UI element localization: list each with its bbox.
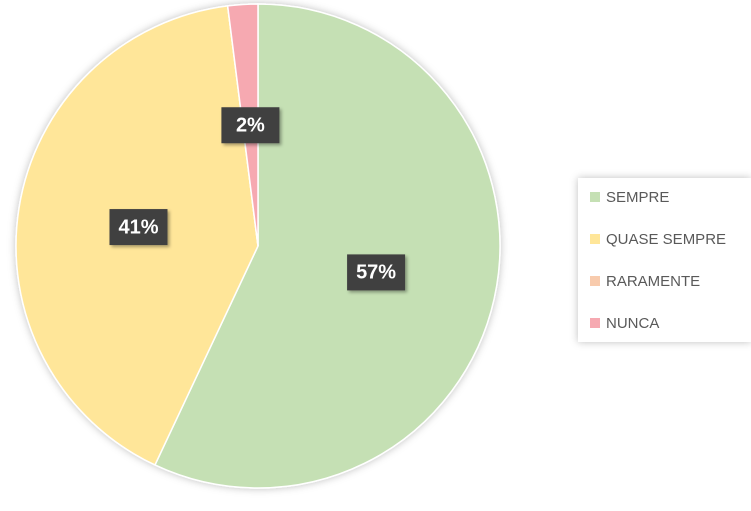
pie <box>15 3 501 489</box>
legend-swatch <box>590 276 600 286</box>
legend-swatch <box>590 318 600 328</box>
legend-label: NUNCA <box>606 315 659 332</box>
data-label: 2% <box>236 115 265 137</box>
labels: 57% 41% 2% <box>109 107 406 291</box>
legend-swatch <box>590 234 600 244</box>
slice <box>153 3 501 489</box>
legend-swatch <box>590 192 600 202</box>
label-box <box>347 254 406 291</box>
data-label: 57% <box>356 262 396 284</box>
legend-label: QUASE SEMPRE <box>606 231 726 248</box>
legend: SEMPRE QUASE SEMPRE RARAMENTE NUNCA <box>590 189 726 332</box>
legend-label: SEMPRE <box>606 189 669 206</box>
legend-label: RARAMENTE <box>606 273 700 290</box>
legend-box <box>578 178 751 342</box>
label-box <box>221 107 280 144</box>
data-label: 41% <box>118 216 158 238</box>
label-box <box>109 209 168 246</box>
